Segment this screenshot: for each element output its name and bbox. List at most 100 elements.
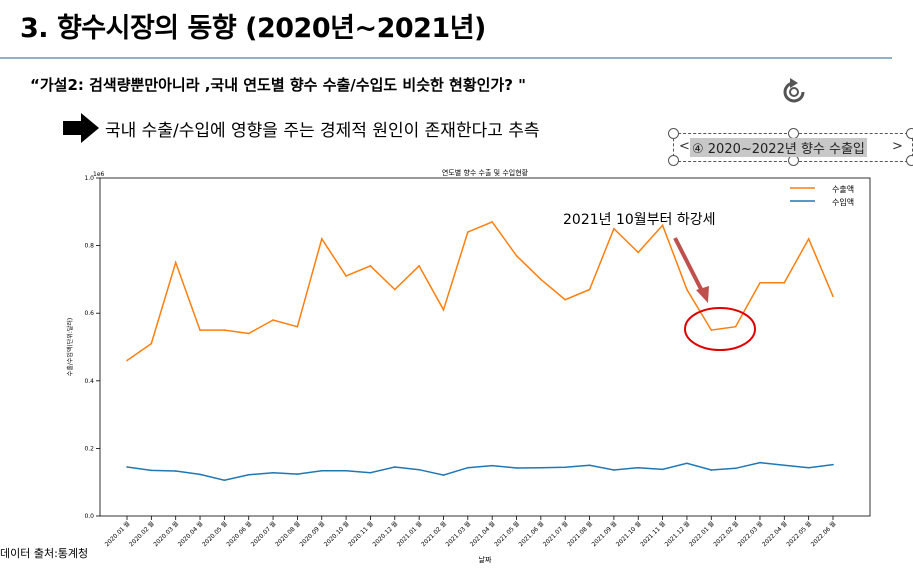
x-tick-label: 2020.03 월 xyxy=(152,520,180,548)
data-point-export xyxy=(150,342,153,345)
x-tick-label: 2021.05 월 xyxy=(492,520,520,548)
data-point-import xyxy=(150,469,153,472)
data-point-export xyxy=(588,288,591,291)
x-tick-label: 2020.06 월 xyxy=(225,520,253,548)
legend-label-export: 수출액 xyxy=(832,184,854,194)
right-arrow-icon xyxy=(63,113,99,143)
annotation-arrow-head xyxy=(696,286,709,303)
x-tick-label: 2021.04 월 xyxy=(468,520,496,548)
chart-title: 연도별 향수 수출 및 수입현황 xyxy=(442,168,529,177)
x-tick-label: 2020.02 월 xyxy=(127,520,155,548)
data-point-export xyxy=(247,332,250,335)
x-tick-label: 2021.03 월 xyxy=(444,520,472,548)
data-point-import xyxy=(199,473,201,476)
series-line-import xyxy=(126,461,834,481)
data-point-import xyxy=(491,464,493,467)
resize-handle-bl[interactable] xyxy=(668,155,679,166)
caption-bracket-left: < xyxy=(679,139,690,154)
data-point-import xyxy=(588,464,591,467)
rotate-handle-icon[interactable] xyxy=(780,77,808,107)
data-point-export xyxy=(491,221,493,223)
x-tick-label: 2022.01 월 xyxy=(687,520,715,548)
data-point-import xyxy=(418,468,420,471)
y-axis-label: 수출/수입액(단위:달러) xyxy=(66,318,74,376)
data-point-export xyxy=(199,329,201,331)
data-point-export xyxy=(783,281,786,284)
x-tick-label: 2021.10 월 xyxy=(614,520,642,548)
data-point-import xyxy=(223,479,226,481)
y-tick-label: 0.6 xyxy=(84,310,94,317)
x-tick-label: 2021.11 월 xyxy=(639,520,667,548)
x-tick-label: 2021.07 월 xyxy=(541,520,569,548)
data-point-export xyxy=(807,238,810,240)
x-tick-label: 2022.03 월 xyxy=(736,520,764,548)
data-point-export xyxy=(126,359,128,362)
data-point-import xyxy=(564,466,567,469)
data-point-export xyxy=(515,254,518,257)
x-tick-label: 2020.10 월 xyxy=(322,520,350,548)
data-point-import xyxy=(783,464,786,467)
x-tick-label: 2020.12 월 xyxy=(371,520,399,548)
data-point-import xyxy=(637,466,640,469)
data-point-import xyxy=(807,466,810,469)
data-point-export xyxy=(759,281,761,284)
data-point-export xyxy=(272,319,274,321)
slide-title: 3. 향수시장의 동향 (2020년~2021년) xyxy=(20,13,486,44)
y-tick-label: 0.8 xyxy=(84,243,94,250)
x-tick-label: 2020.08 월 xyxy=(273,520,301,548)
data-point-import xyxy=(710,469,713,471)
x-tick-label: 2021.08 월 xyxy=(566,520,594,548)
x-tick-label: 2021.09 월 xyxy=(590,520,618,548)
data-point-export xyxy=(393,288,396,291)
x-tick-label: 2021.01 월 xyxy=(395,520,423,548)
data-point-import xyxy=(686,462,688,465)
annotation-circle xyxy=(684,307,756,351)
title-divider xyxy=(0,57,892,59)
data-point-export xyxy=(345,275,347,277)
data-point-import xyxy=(613,469,615,471)
data-point-import xyxy=(272,471,274,474)
resize-handle-tr[interactable] xyxy=(906,128,913,139)
x-tick-label: 2021.02 월 xyxy=(419,520,447,548)
x-tick-label: 2022.06 월 xyxy=(809,520,837,548)
x-tick-label: 2020.09 월 xyxy=(298,520,326,548)
x-tick-label: 2021.12 월 xyxy=(663,520,691,548)
plot-area xyxy=(99,177,871,517)
source-note: 데이터 출처:통계청 xyxy=(0,547,89,560)
y-tick-label: 0.4 xyxy=(84,378,94,385)
data-point-import xyxy=(174,470,177,472)
chart-caption[interactable]: ④ 2020~2022년 향수 수출입 xyxy=(690,138,867,157)
x-axis-label: 날짜 xyxy=(479,555,492,564)
data-point-export xyxy=(564,298,567,301)
data-point-import xyxy=(467,466,469,469)
data-point-import xyxy=(369,471,372,474)
data-point-import xyxy=(759,461,761,464)
data-point-import xyxy=(442,474,445,476)
data-point-export xyxy=(442,309,445,311)
data-point-export xyxy=(710,329,713,331)
data-point-export xyxy=(223,329,226,331)
caption-bracket-right: > xyxy=(892,139,903,154)
hypothesis-text: “가설2: 검색량뿐만아니라 ,국내 연도별 향수 수출/수입도 비슷한 현황인… xyxy=(30,76,526,94)
data-point-import xyxy=(320,469,323,472)
x-tick-label: 2020.01 월 xyxy=(103,520,131,548)
x-tick-label: 2022.02 월 xyxy=(712,520,740,548)
annotation-arrow xyxy=(673,237,705,294)
data-point-export xyxy=(613,227,615,230)
data-point-import xyxy=(345,469,347,472)
data-point-import xyxy=(393,466,396,468)
data-point-export xyxy=(418,265,420,267)
conclusion-text: 국내 수출/수입에 영향을 주는 경제적 원인이 존재한다고 추측 xyxy=(105,121,540,141)
data-point-export xyxy=(661,224,664,227)
resize-handle-br[interactable] xyxy=(906,155,913,166)
data-point-import xyxy=(540,466,542,469)
data-point-export xyxy=(320,238,323,240)
data-point-export xyxy=(296,325,299,328)
resize-handle-tl[interactable] xyxy=(668,128,679,139)
y-tick-label: 0.0 xyxy=(84,513,94,520)
data-point-import xyxy=(515,467,518,469)
y-scale-label: 1e6 xyxy=(93,171,105,178)
legend-label-import: 수입액 xyxy=(832,197,854,207)
x-tick-label: 2022.05 월 xyxy=(785,520,813,548)
x-tick-label: 2020.07 월 xyxy=(249,520,277,548)
